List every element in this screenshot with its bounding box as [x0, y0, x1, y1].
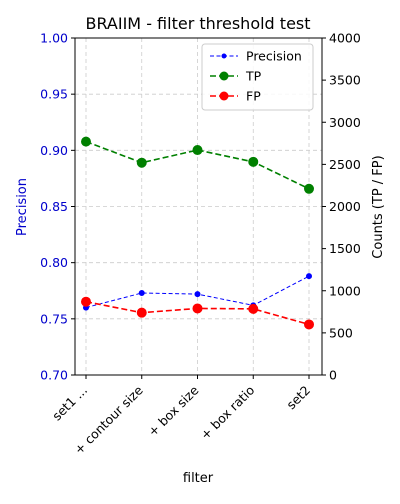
data-point-precision: [194, 291, 201, 298]
data-point-tp: [304, 183, 314, 194]
series-layer: [81, 136, 314, 330]
legend-label: FP: [246, 89, 261, 104]
y-axis-left-label: Precision: [15, 178, 30, 236]
x-axis-label: filter: [183, 471, 214, 486]
y-right-tick-label: 2500: [329, 157, 361, 172]
y-right-tick-label: 4000: [329, 31, 361, 46]
series-line-tp: [85, 140, 310, 190]
legend-box: [201, 43, 314, 111]
legend-marker: [221, 53, 227, 59]
y-left-tick-label: 1.00: [40, 31, 68, 46]
y-right-tick-label: 500: [329, 325, 353, 340]
data-point-fp: [248, 303, 259, 314]
legend-label: Precision: [246, 49, 302, 64]
y-left-tick-label: 0.95: [40, 87, 68, 102]
y-right-tick-label: 1500: [329, 241, 361, 256]
y-right-tick-label: 0: [329, 368, 337, 383]
y-left-tick-label: 0.75: [40, 311, 68, 326]
chart-title: BRAIIM - filter threshold test: [85, 14, 310, 33]
y-right-tick-label: 2000: [329, 199, 361, 214]
data-point-fp: [81, 296, 91, 307]
y-right-tick-label: 3000: [329, 115, 361, 130]
data-point-precision: [138, 289, 145, 296]
data-point-tp: [248, 156, 259, 167]
data-point-tp: [81, 136, 91, 147]
data-point-fp: [192, 303, 203, 314]
y-left-tick-label: 0.85: [40, 199, 68, 214]
data-point-fp: [136, 307, 147, 318]
y-left-tick-label: 0.80: [40, 255, 68, 270]
legend: Precision TP FP: [201, 43, 314, 111]
y-axis-right-label: Counts (TP / FP): [371, 155, 386, 258]
legend-marker: [219, 71, 229, 81]
data-point-tp: [136, 157, 147, 168]
data-point-precision: [306, 273, 312, 280]
legend-label: TP: [245, 69, 262, 84]
y-right-tick-label: 3500: [329, 73, 361, 88]
y-left-tick-label: 0.90: [40, 143, 68, 158]
y-left-tick-label: 0.70: [40, 368, 68, 383]
data-point-fp: [304, 319, 314, 330]
legend-marker: [219, 91, 229, 101]
y-right-tick-label: 1000: [329, 283, 361, 298]
data-point-tp: [192, 145, 203, 156]
